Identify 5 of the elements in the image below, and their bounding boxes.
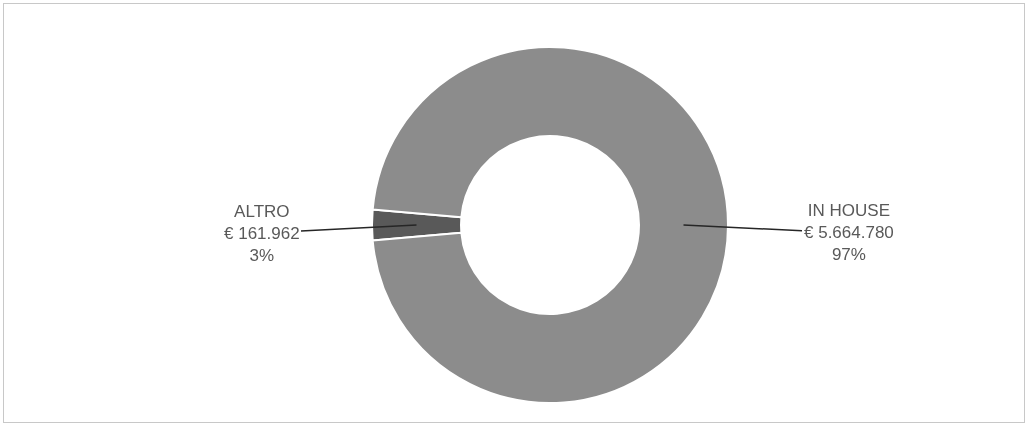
data-label: € 161.962 3% bbox=[224, 224, 300, 266]
data-label: € 5.664.780 97% bbox=[804, 223, 894, 265]
slice-label: ALTRO bbox=[234, 202, 290, 221]
donut-slice bbox=[371, 46, 729, 404]
slice-label: IN HOUSE bbox=[807, 201, 890, 220]
